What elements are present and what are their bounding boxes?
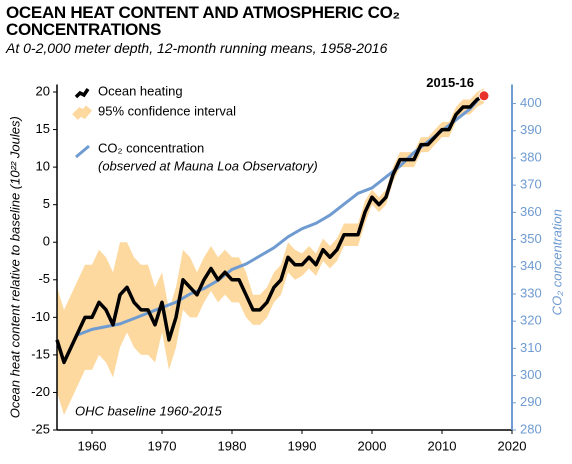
legend-label: CO₂ concentration: [98, 140, 204, 155]
y-tick-label: -5: [38, 271, 50, 286]
x-tick-label: 1970: [148, 438, 177, 453]
x-tick-label: 2000: [358, 438, 387, 453]
y-tick-label: 10: [36, 159, 50, 174]
y2-tick-label: 370: [520, 177, 542, 192]
y2-tick-label: 390: [520, 122, 542, 137]
ocean-line: [55, 94, 485, 365]
x-tick-label: 1960: [78, 438, 107, 453]
legend-swatch: [72, 105, 93, 120]
y2-tick-label: 330: [520, 285, 542, 300]
y-tick-label: -20: [31, 384, 50, 399]
annotation: OHC baseline 1960-2015: [75, 403, 222, 418]
y-tick-label: 5: [43, 196, 50, 211]
legend-label: Ocean heating: [98, 83, 183, 98]
y2-tick-label: 350: [520, 231, 542, 246]
legend-swatch: [74, 88, 90, 99]
chart-title: OCEAN HEAT CONTENT AND ATMOSPHERIC CO₂ C…: [6, 3, 400, 39]
y-tick-label: -15: [31, 346, 50, 361]
y2-tick-label: 380: [520, 149, 542, 164]
x-tick-label: 1990: [288, 438, 317, 453]
end-marker: [478, 90, 490, 102]
legend-label: 95% confidence interval: [98, 103, 236, 118]
y-tick-label: -10: [31, 309, 50, 324]
y2-tick-label: 400: [520, 95, 542, 110]
y-tick-label: 15: [36, 121, 50, 136]
y2-axis-label: CO₂ concentration: [549, 209, 564, 315]
y-axis-label: Ocean heat content relative to baseline …: [7, 116, 22, 418]
y2-tick-label: 280: [520, 421, 542, 436]
x-tick-label: 1980: [218, 438, 247, 453]
annotation: 2015-16: [426, 75, 474, 90]
y2-tick-label: 360: [520, 204, 542, 219]
confidence-band: [57, 88, 484, 415]
y-tick-label: -25: [31, 421, 50, 436]
y2-tick-label: 290: [520, 394, 542, 409]
legend-note: (observed at Mauna Loa Observatory): [98, 158, 318, 173]
x-tick-label: 2010: [428, 438, 457, 453]
y-tick-label: 20: [36, 83, 50, 98]
y2-tick-label: 340: [520, 258, 542, 273]
y2-tick-label: 300: [520, 367, 542, 382]
y2-tick-label: 320: [520, 313, 542, 328]
legend-swatch: [75, 144, 90, 159]
x-tick-label: 2020: [498, 438, 527, 453]
chart-subtitle: At 0-2,000 meter depth, 12-month running…: [6, 40, 388, 56]
y2-tick-label: 310: [520, 340, 542, 355]
y-tick-label: 0: [43, 234, 50, 249]
